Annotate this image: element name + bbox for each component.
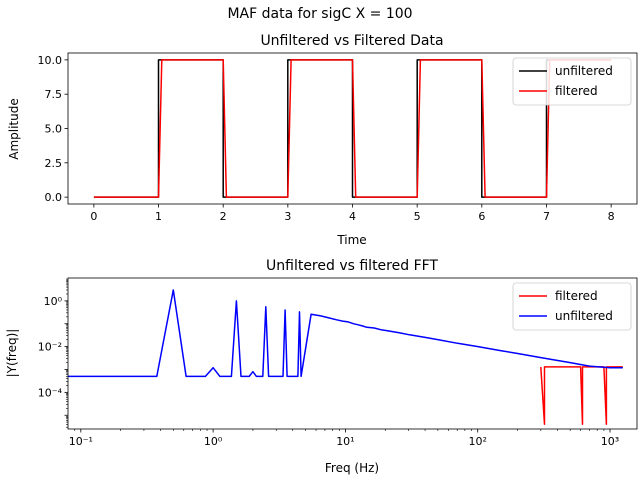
top-plot-area bbox=[93, 59, 612, 198]
top-legend: unfiltered filtered bbox=[512, 57, 632, 106]
x-tick-label: 6 bbox=[478, 210, 485, 223]
legend-box bbox=[512, 282, 632, 331]
legend-label-unfiltered: unfiltered bbox=[555, 64, 613, 78]
bottom-y-axis-label: |Y(freq)| bbox=[5, 329, 19, 378]
bottom-chart-title: Unfiltered vs filtered FFT bbox=[266, 258, 438, 274]
top-chart-title: Unfiltered vs Filtered Data bbox=[260, 33, 443, 49]
y-tick-label: 10⁰ bbox=[44, 295, 63, 308]
x-tick-label: 7 bbox=[543, 210, 550, 223]
top-axes-frame bbox=[67, 52, 638, 205]
y-tick-label: 2.5 bbox=[45, 157, 63, 170]
bottom-legend: filtered unfiltered bbox=[512, 282, 632, 331]
y-tick-label: 7.5 bbox=[45, 88, 63, 101]
top-y-axis-label: Amplitude bbox=[7, 98, 21, 160]
bottom-axes-frame bbox=[67, 277, 638, 430]
x-tick-label: 3 bbox=[284, 210, 291, 223]
y-tick-label: 10.0 bbox=[38, 54, 63, 67]
x-tick-label: 2 bbox=[220, 210, 227, 223]
y-tick-label: 10⁻⁴ bbox=[38, 386, 63, 399]
bottom-axes: Unfiltered vs filtered FFT 10⁻¹ 10⁰ 10¹ 10²… bbox=[5, 258, 638, 475]
top-axis-ticks: 0 1 2 3 4 5 6 7 8 0.0 2.5 5.0 7.5 10.0 bbox=[38, 54, 615, 223]
legend-label-filtered: filtered bbox=[555, 289, 598, 303]
x-tick-label: 0 bbox=[90, 210, 97, 223]
legend-label-filtered: filtered bbox=[555, 84, 598, 98]
bottom-plot-area bbox=[68, 289, 623, 426]
x-tick-label: 5 bbox=[414, 210, 421, 223]
x-tick-label: 4 bbox=[349, 210, 356, 223]
bottom-x-axis-label: Freq (Hz) bbox=[325, 461, 379, 475]
figure-suptitle: MAF data for sigC X = 100 bbox=[227, 6, 412, 22]
y-tick-label: 5.0 bbox=[45, 123, 63, 136]
y-tick-label: 0.0 bbox=[45, 191, 63, 204]
x-tick-label: 8 bbox=[608, 210, 615, 223]
x-tick-label: 10² bbox=[468, 435, 486, 448]
series-line-unfiltered bbox=[68, 289, 623, 378]
series-line-filtered bbox=[540, 366, 623, 426]
x-tick-label: 10¹ bbox=[336, 435, 354, 448]
series-line-filtered bbox=[93, 59, 612, 198]
legend-box bbox=[512, 57, 632, 106]
x-tick-label: 1 bbox=[155, 210, 162, 223]
top-axes: Unfiltered vs Filtered Data 0 1 2 3 4 5 6 7 8 0.0… bbox=[7, 33, 638, 247]
x-tick-label: 10⁰ bbox=[204, 435, 223, 448]
x-tick-label: 10³ bbox=[601, 435, 619, 448]
y-tick-label: 10⁻² bbox=[38, 341, 62, 354]
top-x-axis-label: Time bbox=[336, 233, 366, 247]
legend-label-unfiltered: unfiltered bbox=[555, 309, 613, 323]
x-tick-label: 10⁻¹ bbox=[69, 435, 93, 448]
